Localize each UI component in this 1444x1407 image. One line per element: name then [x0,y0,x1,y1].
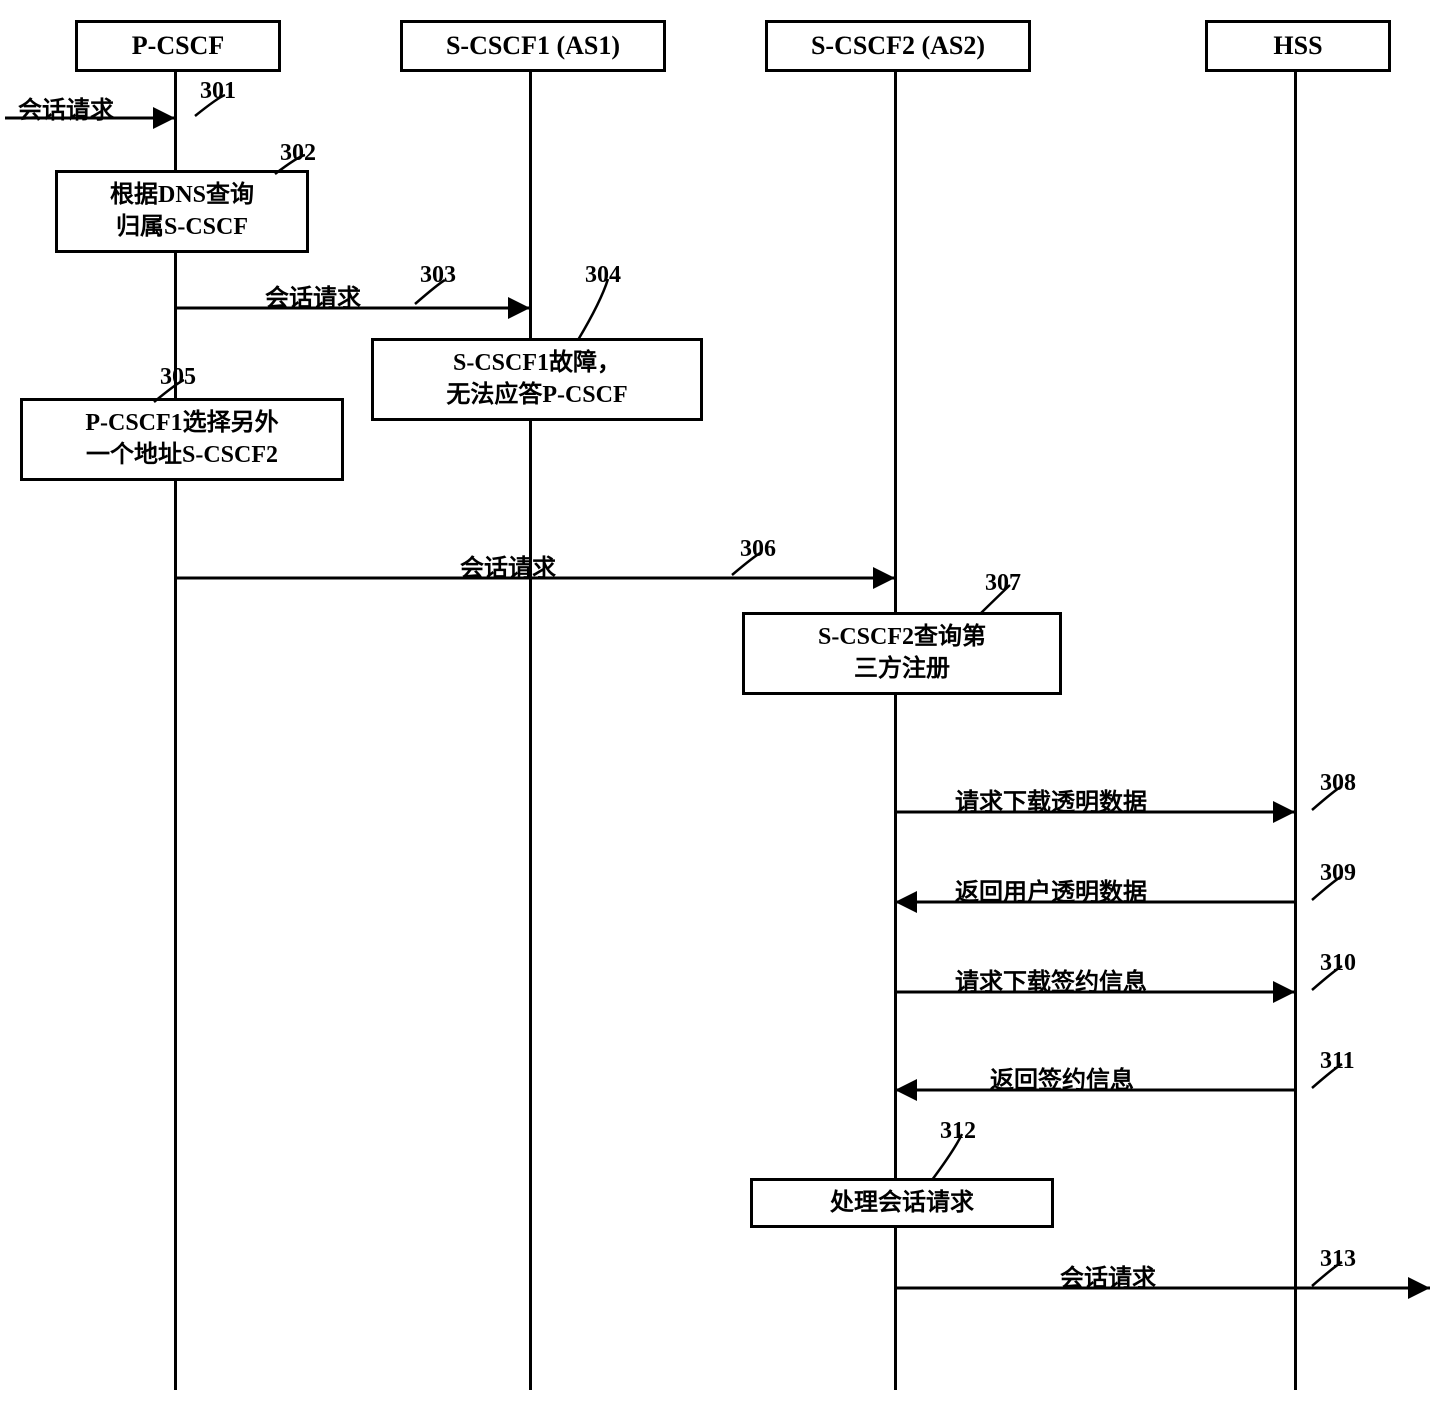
leader-line [270,150,310,179]
note-box: 根据DNS查询归属S-CSCF [55,170,309,253]
participant-s-cscf1: S-CSCF1 (AS1) [400,20,666,72]
note-box: S-CSCF1故障，无法应答P-CSCF [371,338,703,421]
leader-line [975,580,1015,619]
message-label: 请求下载签约信息 [955,962,1147,997]
note-box: P-CSCF1选择另外一个地址S-CSCF2 [20,398,344,481]
leader-line [727,547,767,580]
lifeline-s-cscf1 [529,70,532,1390]
leader-line [410,275,450,309]
leader-line [1307,781,1347,815]
leader-line [1307,961,1347,995]
leader-line [573,274,613,345]
leader-line [927,1129,967,1185]
note-box: S-CSCF2查询第三方注册 [742,612,1062,695]
message-label: 会话请求 [1060,1258,1156,1293]
leader-line [1307,1059,1347,1093]
leader-line [1307,1257,1347,1291]
message-arrow [895,1273,1430,1303]
message-label: 返回用户透明数据 [955,872,1147,907]
message-label: 会话请求 [460,548,556,583]
message-label: 会话请求 [18,90,114,125]
leader-line [1307,871,1347,905]
leader-line [149,375,189,407]
sequence-diagram: P-CSCFS-CSCF1 (AS1)S-CSCF2 (AS2)HSS会话请求3… [0,0,1444,1407]
message-label: 会话请求 [265,278,361,313]
message-label: 返回签约信息 [990,1060,1134,1095]
leader-line [190,90,230,121]
lifeline-p-cscf [174,70,177,1390]
participant-hss: HSS [1205,20,1391,72]
note-box: 处理会话请求 [750,1178,1054,1228]
participant-s-cscf2: S-CSCF2 (AS2) [765,20,1031,72]
lifeline-hss [1294,70,1297,1390]
message-label: 请求下载透明数据 [955,782,1147,817]
participant-p-cscf: P-CSCF [75,20,281,72]
